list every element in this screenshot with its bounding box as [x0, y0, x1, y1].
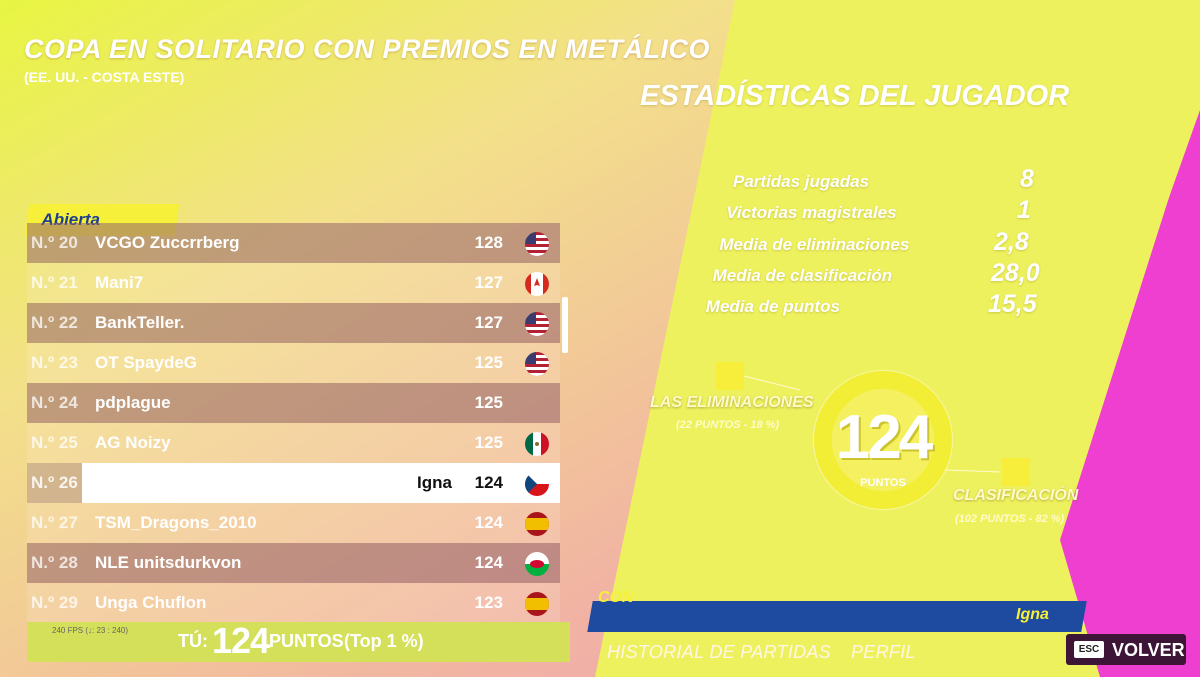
back-label[interactable]: VOLVER — [1112, 640, 1185, 660]
bottom-tab[interactable]: CON — [598, 589, 634, 606]
total-unit: PUNTOS — [860, 477, 906, 489]
stat-value: 1 — [1017, 196, 1031, 225]
you-points: 124 — [212, 620, 270, 661]
fps-counter: 240 FPS (↓: 23 : 240) — [52, 626, 129, 635]
you-top: (Top 1 %) — [344, 631, 424, 651]
flag-es — [525, 512, 549, 536]
points: 125 — [474, 393, 503, 412]
scrollbar[interactable] — [562, 297, 568, 353]
player-name: pdplague — [95, 393, 171, 412]
points: 123 — [474, 593, 503, 612]
stat-label: Media de clasificación — [712, 265, 893, 285]
you-label: TÚ: — [178, 631, 208, 651]
profile-link[interactable]: PERFIL — [851, 642, 916, 662]
esc-key[interactable]: ESC — [1074, 641, 1104, 658]
stat-value: 28,0 — [991, 258, 1040, 287]
points: 125 — [474, 353, 503, 372]
total-points: 124 — [835, 403, 933, 472]
stat-value: 15,5 — [988, 290, 1037, 319]
leaderboard-row[interactable]: N.º 28 NLE unitsdurkvon 124 — [27, 543, 560, 583]
flag-cz — [525, 472, 549, 496]
player-name: Igna — [1016, 606, 1049, 623]
leaderboard-row[interactable]: N.º 24 pdplague 125 — [27, 383, 560, 423]
points: 124 — [474, 473, 503, 492]
leaderboard: N.º 20 VCGO Zuccrrberg 128 N.º 21 Mani7 127 N.… — [27, 223, 560, 623]
player-name: AG Noizy — [95, 433, 171, 452]
highlight — [82, 463, 560, 503]
footer-bar — [27, 622, 570, 662]
flag-mx — [525, 432, 549, 456]
rank: N.º 23 — [31, 353, 78, 372]
eliminations-label: LAS ELIMINACIONES — [650, 394, 814, 411]
leaderboard-row[interactable]: N.º 23 OT SpaydeG 125 — [27, 343, 560, 383]
points: 124 — [474, 513, 503, 532]
points: 127 — [474, 313, 503, 332]
connector — [743, 375, 801, 391]
stat-value: 2,8 — [994, 227, 1029, 256]
flag-us — [525, 312, 549, 336]
connector — [944, 469, 1001, 473]
player-name: VCGO Zuccrrberg — [95, 233, 240, 252]
flag-us — [525, 232, 549, 256]
flag-ca — [525, 272, 549, 296]
bg-band — [595, 0, 1200, 677]
rank: N.º 25 — [31, 433, 78, 452]
rank: N.º 29 — [31, 593, 78, 612]
rank-cell — [27, 463, 82, 503]
ring-inner — [832, 389, 934, 491]
rank: N.º 22 — [31, 313, 78, 332]
stat-label: Media de puntos — [705, 297, 840, 317]
player-name: TSM_Dragons_2010 — [95, 513, 257, 532]
flag-wales — [525, 552, 549, 576]
eliminations-detail: (22 PUNTOS - 18 %) — [676, 419, 780, 431]
stat-value: 8 — [1020, 165, 1034, 193]
leaderboard-row[interactable]: N.º 26 Igna 124 — [27, 463, 560, 503]
rank: N.º 24 — [31, 393, 78, 412]
rank: N.º 28 — [31, 553, 78, 572]
player-name: Unga Chuflon — [95, 593, 207, 612]
flag-es — [525, 592, 549, 616]
bg-band-2 — [1060, 0, 1200, 420]
player-name: NLE unitsdurkvon — [95, 553, 242, 572]
you-unit: PUNTOS — [269, 631, 344, 651]
rank: N.º 26 — [31, 473, 78, 492]
history-link[interactable]: HISTORIAL DE PARTIDAS — [607, 642, 832, 662]
stat-label: Partidas jugadas — [733, 172, 870, 191]
points: 124 — [474, 553, 503, 572]
player-name: BankTeller. — [95, 313, 185, 332]
leaderboard-row[interactable]: N.º 20 VCGO Zuccrrberg 128 — [27, 223, 560, 263]
rank: N.º 27 — [31, 513, 78, 532]
ring — [814, 371, 952, 509]
subtitle: (EE. UU. - COSTA ESTE) — [24, 69, 185, 85]
points: 125 — [474, 433, 503, 452]
title: COPA EN SOLITARIO CON PREMIOS EN METÁLIC… — [24, 34, 711, 64]
placement-label: CLASIFICACIÓN — [953, 487, 1079, 504]
icon-placement — [1002, 458, 1030, 486]
stat-label: Victorias magistrales — [726, 203, 897, 223]
placement-detail: (102 PUNTOS - 82 %) — [955, 513, 1065, 525]
player-bar — [587, 601, 1087, 632]
player-name: Mani7 — [95, 273, 144, 292]
leaderboard-row[interactable]: N.º 29 Unga Chuflon 123 — [27, 583, 560, 623]
player-name: OT SpaydeG — [95, 353, 198, 372]
leaderboard-row[interactable]: N.º 21 Mani7 127 — [27, 263, 560, 303]
flag-us — [525, 352, 549, 376]
icon-eliminations — [716, 362, 744, 390]
rank: N.º 21 — [31, 273, 78, 292]
leaderboard-row[interactable]: N.º 27 TSM_Dragons_2010 124 — [27, 503, 560, 543]
rank: N.º 20 — [31, 233, 78, 252]
player-name: Igna — [417, 473, 452, 492]
points: 128 — [474, 233, 503, 252]
leaderboard-row[interactable]: N.º 22 BankTeller. 127 — [27, 303, 560, 343]
bg-magenta — [1060, 100, 1200, 677]
points: 127 — [474, 273, 503, 292]
leaderboard-row[interactable]: N.º 25 AG Noizy 125 — [27, 423, 560, 463]
stat-label: Media de eliminaciones — [719, 234, 910, 254]
stats-title: ESTADÍSTICAS DEL JUGADOR — [640, 80, 1070, 112]
